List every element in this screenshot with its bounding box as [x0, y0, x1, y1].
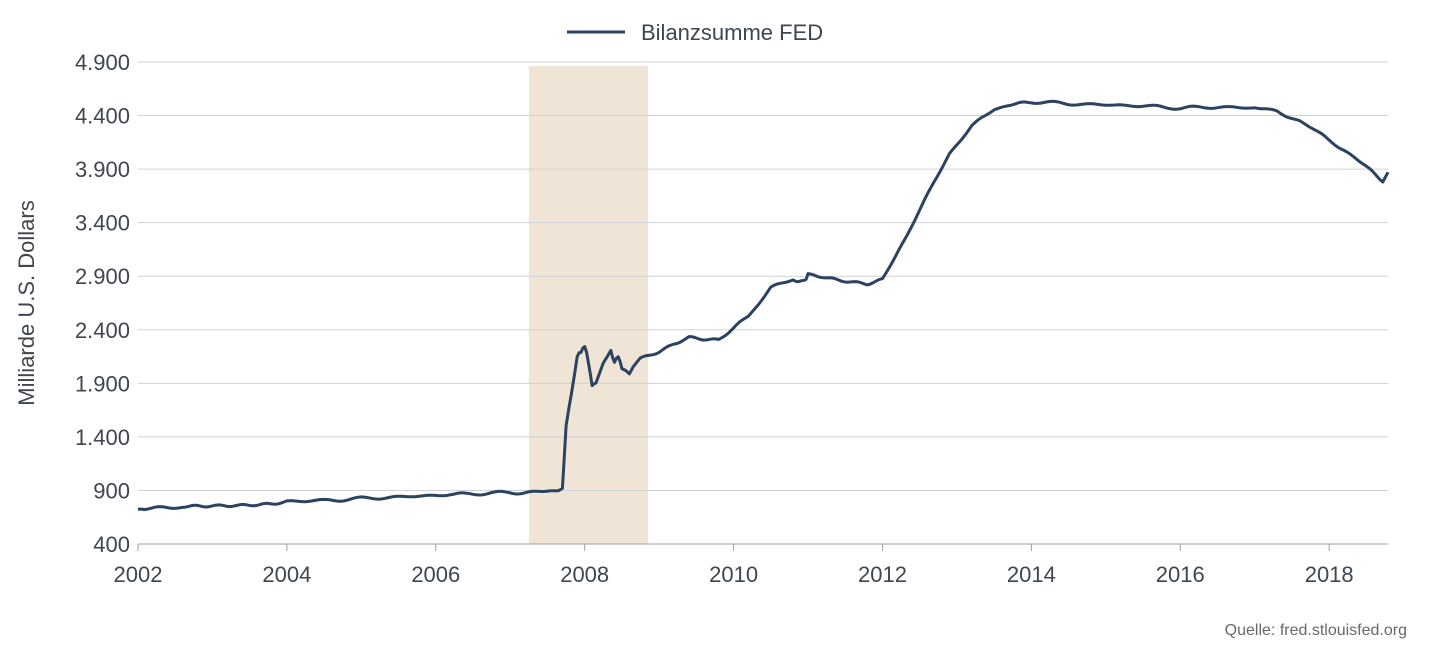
x-tick-label: 2002 — [114, 562, 163, 587]
legend: Bilanzsumme FED — [567, 20, 823, 45]
y-tick-label: 3.900 — [75, 157, 130, 182]
x-tick-label: 2014 — [1007, 562, 1056, 587]
x-tick-label: 2018 — [1305, 562, 1354, 587]
y-tick-label: 400 — [93, 532, 130, 557]
source-note: Quelle: fred.stlouisfed.org — [1224, 622, 1407, 639]
y-tick-label: 4.900 — [75, 50, 130, 75]
x-axis: 2002 2004 2006 2008 2010 2012 2014 2016 2018 — [114, 543, 1388, 587]
recession-shading-layer — [528, 66, 648, 544]
x-tick-label: 2010 — [709, 562, 758, 587]
y-tick-label: 3.400 — [75, 211, 130, 236]
y-tick-label: 1.900 — [75, 371, 130, 396]
y-tick-label: 4.400 — [75, 104, 130, 129]
y-axis: 400 900 1.400 1.900 2.400 2.900 3.400 3.900 4.40… — [75, 50, 130, 557]
y-tick-label: 1.400 — [75, 425, 130, 450]
y-tick-label: 2.900 — [75, 264, 130, 289]
x-tick-label: 2004 — [262, 562, 311, 587]
series-line-0 — [137, 99, 1390, 512]
x-tick-label: 2016 — [1156, 562, 1205, 587]
x-tick-label: 2006 — [411, 562, 460, 587]
recession-shading-0 — [528, 66, 648, 544]
x-tick-label: 2012 — [858, 562, 907, 587]
series-layer — [137, 99, 1390, 512]
x-tick-label: 2008 — [560, 562, 609, 587]
y-tick-label: 900 — [93, 478, 130, 503]
y-axis-title: Milliarde U.S. Dollars — [14, 200, 39, 405]
y-tick-label: 2.400 — [75, 318, 130, 343]
legend-label: Bilanzsumme FED — [641, 20, 823, 45]
grid-lines — [138, 61, 1388, 545]
